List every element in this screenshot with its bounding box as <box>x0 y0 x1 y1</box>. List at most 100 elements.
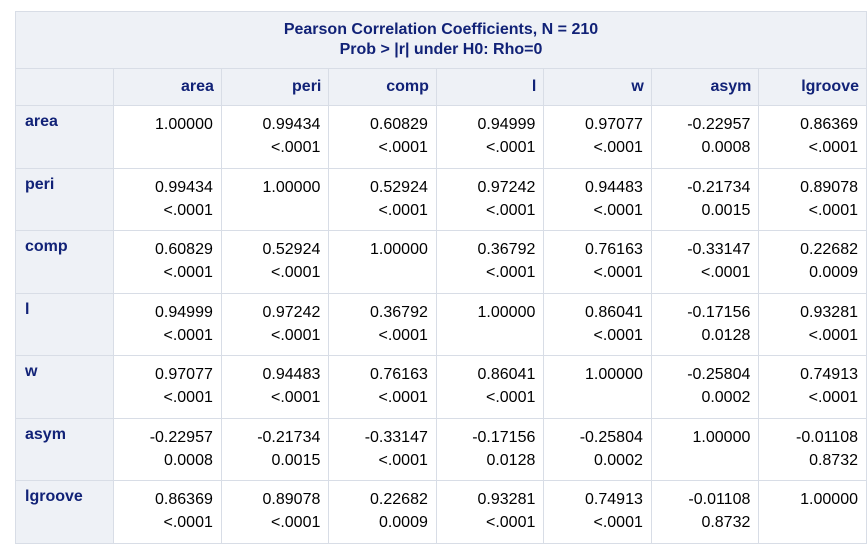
correlation-value: 0.74913 <box>800 366 858 384</box>
p-value: <.0001 <box>163 389 213 407</box>
table-row: lgroove 0.86369 <.0001 0.89078 <.0001 0.22682… <box>16 481 866 543</box>
p-value: <.0001 <box>808 326 858 344</box>
correlation-table-container: Pearson Correlation Coefficients, N = 21… <box>15 11 867 544</box>
table-cell: 0.99434 <.0001 <box>114 168 221 231</box>
p-value: <.0001 <box>270 326 321 344</box>
table-cell: -0.21734 0.0015 <box>651 168 759 231</box>
correlation-value: 0.74913 <box>585 491 643 509</box>
row-header-lgroove: lgroove <box>16 481 114 543</box>
table-cell: 0.94999 <.0001 <box>436 106 544 168</box>
row-header-l: l <box>16 293 114 356</box>
p-value: 0.0008 <box>163 451 213 469</box>
correlation-value: 0.86369 <box>800 116 858 133</box>
table-cell: 0.86369 <.0001 <box>114 481 221 543</box>
correlation-value: 0.89078 <box>262 491 321 509</box>
table-cell: 0.22682 0.0009 <box>329 481 436 543</box>
p-value: <.0001 <box>270 139 321 156</box>
correlation-value: 0.93281 <box>800 303 858 321</box>
p-value: <.0001 <box>378 389 428 407</box>
table-row: area 1.00000 0.99434 <.0001 0.60829 <.0001 0.9… <box>16 106 866 168</box>
correlation-value: -0.17156 <box>687 303 751 321</box>
p-value: 0.8732 <box>809 451 858 469</box>
table-cell: 0.52924 <.0001 <box>221 231 329 293</box>
correlation-value: 0.99434 <box>155 178 213 196</box>
table-cell: 0.60829 <.0001 <box>329 106 436 168</box>
column-header-w: w <box>544 69 651 105</box>
correlation-value: 0.60829 <box>370 116 428 133</box>
table-cell: 1.00000 <box>544 356 651 418</box>
correlation-value: 0.86041 <box>585 303 643 321</box>
column-header-row: area peri comp l w asym lgroove <box>16 69 866 105</box>
p-value: 0.0015 <box>701 201 751 219</box>
table-cell: 0.36792 <.0001 <box>436 231 544 293</box>
correlation-value: 0.97242 <box>477 178 536 196</box>
table-cell: 0.86041 <.0001 <box>436 356 544 418</box>
column-header-peri: peri <box>221 69 329 105</box>
table-cell: -0.22957 0.0008 <box>114 418 221 481</box>
table-cell: -0.22957 0.0008 <box>651 106 759 168</box>
p-value: 0.0009 <box>809 264 858 282</box>
p-value: <.0001 <box>593 264 643 282</box>
p-value: 0.0128 <box>486 451 536 469</box>
table-cell: 0.89078 <.0001 <box>221 481 329 543</box>
p-value: <.0001 <box>700 264 751 282</box>
p-value: <.0001 <box>485 389 536 407</box>
correlation-value: -0.01108 <box>796 428 858 446</box>
p-value: <.0001 <box>593 139 643 156</box>
correlation-value: 0.93281 <box>477 491 536 509</box>
column-header-lgroove: lgroove <box>759 69 866 105</box>
table-cell: 0.97242 <.0001 <box>436 168 544 231</box>
table-cell: 0.74913 <.0001 <box>544 481 651 543</box>
correlation-value: -0.22957 <box>149 428 213 446</box>
table-cell: 0.60829 <.0001 <box>114 231 221 293</box>
p-value: 0.0009 <box>378 514 428 532</box>
p-value: <.0001 <box>163 201 213 219</box>
correlation-value: 1.00000 <box>370 241 428 259</box>
p-value: <.0001 <box>808 201 858 219</box>
correlation-value: 0.97077 <box>585 116 643 133</box>
correlation-value: 0.36792 <box>477 241 536 259</box>
p-value: <.0001 <box>378 326 428 344</box>
correlation-value: 0.86041 <box>477 366 536 384</box>
p-value: <.0001 <box>270 264 321 282</box>
table-cell: 0.89078 <.0001 <box>759 168 866 231</box>
correlation-value: 0.94483 <box>585 178 643 196</box>
correlation-value: 0.86369 <box>155 491 213 509</box>
table-cell: 0.99434 <.0001 <box>221 106 329 168</box>
correlation-value: -0.33147 <box>364 428 428 446</box>
table-cell: 0.94999 <.0001 <box>114 293 221 356</box>
row-header-w: w <box>16 356 114 418</box>
table-cell: -0.25804 0.0002 <box>651 356 759 418</box>
title-line-1: Pearson Correlation Coefficients, N = 21… <box>283 21 599 38</box>
table-cell: 0.93281 <.0001 <box>436 481 544 543</box>
table-cell: -0.17156 0.0128 <box>651 293 759 356</box>
row-header-asym: asym <box>16 418 114 481</box>
correlation-value: 0.97242 <box>262 303 321 321</box>
correlation-value: -0.22957 <box>687 116 751 133</box>
table-cell: -0.01108 0.8732 <box>651 481 759 543</box>
correlation-value: 0.99434 <box>262 116 321 133</box>
column-header-comp: comp <box>329 69 436 105</box>
correlation-value: 1.00000 <box>800 491 858 509</box>
table-cell: -0.17156 0.0128 <box>436 418 544 481</box>
correlation-value: 1.00000 <box>155 116 213 133</box>
p-value: <.0001 <box>378 201 428 219</box>
p-value: 0.0002 <box>593 451 643 469</box>
correlation-value: -0.25804 <box>579 428 643 446</box>
p-value: <.0001 <box>485 264 536 282</box>
correlation-value: 0.76163 <box>585 241 643 259</box>
correlation-value: 1.00000 <box>262 178 321 196</box>
correlation-value: -0.25804 <box>687 366 751 384</box>
table-cell: 0.97242 <.0001 <box>221 293 329 356</box>
table-row: peri 0.99434 <.0001 1.00000 0.52924 <.0001 0.9… <box>16 168 866 231</box>
column-header-l: l <box>436 69 544 105</box>
table-cell: -0.21734 0.0015 <box>221 418 329 481</box>
p-value: 0.0002 <box>701 389 751 407</box>
column-header-area: area <box>114 69 221 105</box>
row-header-peri: peri <box>16 168 114 231</box>
correlation-value: 1.00000 <box>692 428 751 446</box>
table-cell: -0.25804 0.0002 <box>544 418 651 481</box>
correlation-value: 0.52924 <box>370 178 428 196</box>
corner-cell <box>16 69 114 105</box>
table-row: l 0.94999 <.0001 0.97242 <.0001 0.36792 <.0001… <box>16 293 866 356</box>
